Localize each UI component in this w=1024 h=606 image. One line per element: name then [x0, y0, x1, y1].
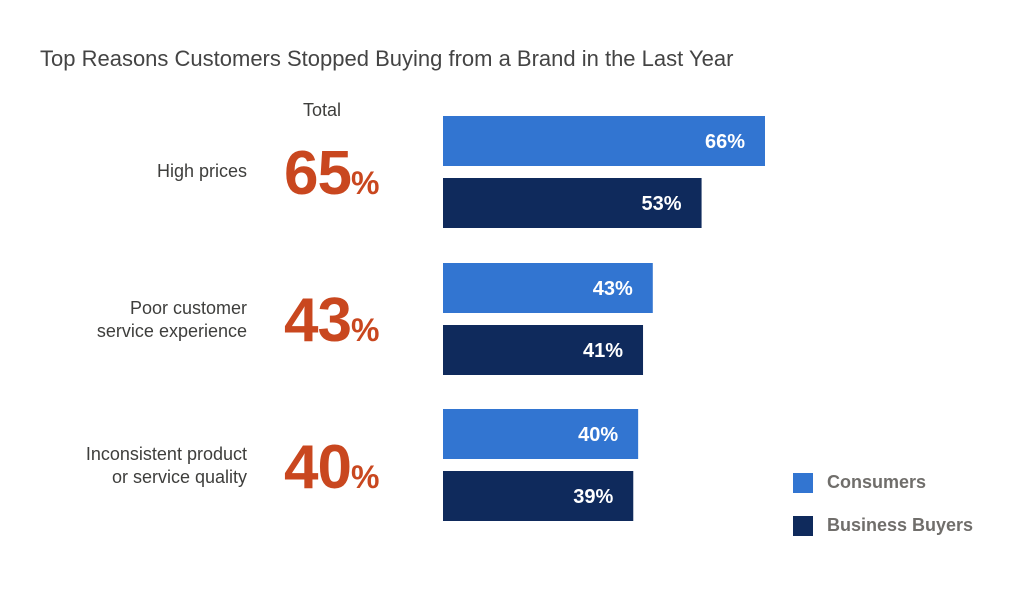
- category-label-poor-service: Poor customer service experience: [27, 297, 247, 343]
- legend-swatch-business-buyers: [793, 515, 813, 536]
- bar-consumers-2: [443, 409, 639, 459]
- legend-item-consumers: Consumers: [793, 472, 926, 493]
- legend-item-business-buyers: Business Buyers: [793, 515, 973, 536]
- total-value-number: 65: [284, 139, 352, 208]
- legend-label-consumers: Consumers: [827, 472, 927, 492]
- total-value-poor-service: 43%: [284, 290, 379, 352]
- category-label-line: service experience: [96, 321, 247, 341]
- bar-value-label: 39%: [573, 486, 613, 508]
- bar-value-label: 66%: [705, 131, 745, 153]
- category-label-line: or service quality: [111, 467, 247, 487]
- category-label-line: Poor customer: [129, 298, 247, 318]
- bar-business-buyers-1: [443, 325, 644, 375]
- bar-value-label: 53%: [642, 193, 682, 215]
- total-value-percent: %: [350, 459, 380, 495]
- bar-value-label: 43%: [593, 278, 633, 300]
- bar-value-label: 40%: [578, 424, 618, 446]
- total-value-percent: %: [350, 165, 380, 201]
- total-value-inconsistent-quality: 40%: [284, 437, 379, 499]
- bar-value-label: 41%: [583, 340, 623, 362]
- total-value-percent: %: [350, 312, 380, 348]
- bar-business-buyers-0: [443, 178, 702, 228]
- bar-consumers-1: [443, 263, 653, 313]
- category-label-inconsistent-quality: Inconsistent product or service quality: [27, 443, 247, 489]
- total-column-header: Total: [303, 100, 342, 120]
- legend-label-business-buyers: Business Buyers: [827, 515, 974, 535]
- category-label-line: High prices: [156, 161, 247, 181]
- bar-consumers-0: [443, 116, 765, 166]
- category-label-line: Inconsistent product: [85, 444, 247, 464]
- total-value-high-prices: 65%: [284, 143, 379, 205]
- chart-title: Top Reasons Customers Stopped Buying fro…: [40, 46, 734, 71]
- total-value-number: 43: [284, 286, 352, 355]
- total-value-number: 40: [284, 433, 352, 502]
- category-label-high-prices: High prices: [27, 160, 247, 183]
- legend-swatch-consumers: [793, 472, 813, 493]
- bar-business-buyers-2: [443, 471, 634, 521]
